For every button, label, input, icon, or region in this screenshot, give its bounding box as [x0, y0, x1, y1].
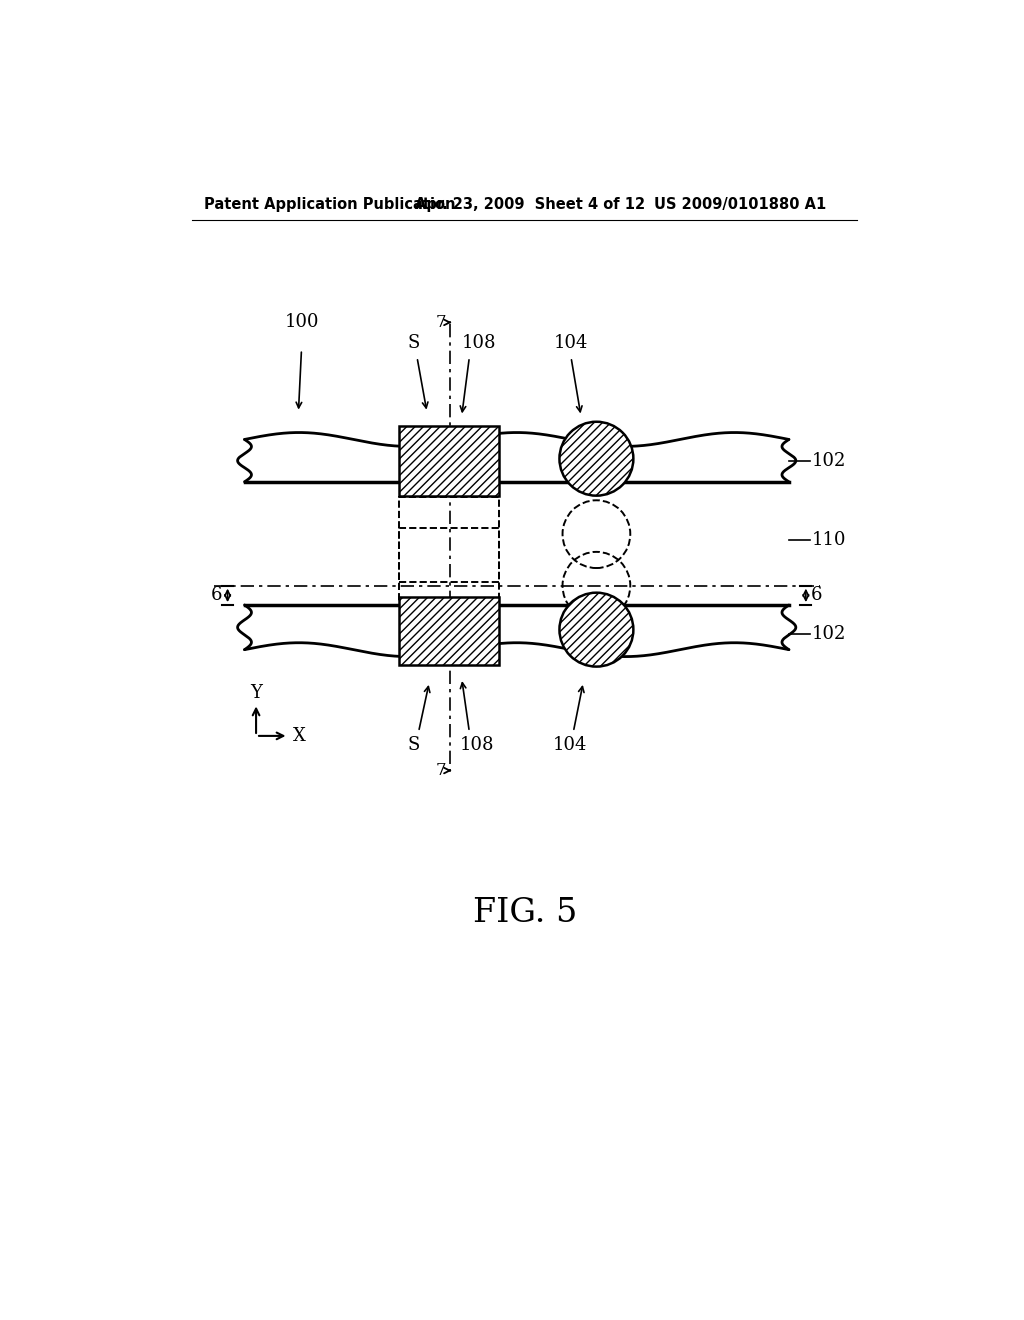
Text: X: X — [293, 727, 305, 744]
Text: 102: 102 — [812, 451, 847, 470]
Text: 6: 6 — [811, 586, 822, 605]
Text: S: S — [408, 737, 420, 754]
Text: Y: Y — [250, 684, 262, 702]
Text: US 2009/0101880 A1: US 2009/0101880 A1 — [654, 197, 826, 213]
Bar — [398, 498, 499, 582]
Text: FIG. 5: FIG. 5 — [473, 898, 577, 929]
Ellipse shape — [559, 422, 634, 496]
Text: 100: 100 — [285, 313, 319, 331]
Text: 6: 6 — [211, 586, 222, 605]
Text: 102: 102 — [812, 626, 847, 643]
Bar — [398, 597, 499, 665]
Text: 110: 110 — [812, 531, 847, 549]
Text: S: S — [408, 334, 420, 352]
Text: 108: 108 — [460, 737, 495, 754]
Ellipse shape — [559, 593, 634, 667]
Bar — [398, 426, 499, 496]
Text: Patent Application Publication: Patent Application Publication — [204, 197, 456, 213]
Text: Apr. 23, 2009  Sheet 4 of 12: Apr. 23, 2009 Sheet 4 of 12 — [416, 197, 645, 213]
Text: 7: 7 — [435, 762, 446, 779]
Bar — [398, 528, 499, 603]
Text: 104: 104 — [553, 737, 587, 754]
Text: 104: 104 — [554, 334, 589, 352]
Text: 7: 7 — [435, 314, 446, 331]
Text: 108: 108 — [462, 334, 497, 352]
